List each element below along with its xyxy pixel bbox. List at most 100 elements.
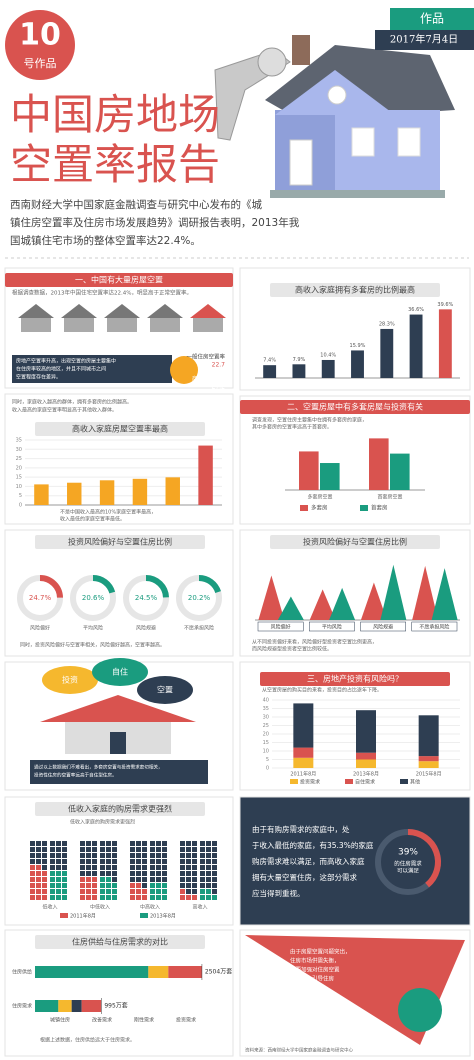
- legend-swatch: [345, 779, 353, 784]
- waffle-cell: [192, 853, 197, 858]
- text-line: 投资性住房的空置率远高于自住型住房。: [34, 772, 117, 779]
- value-label: 15.9%: [350, 343, 366, 349]
- waffle-cell: [112, 871, 117, 876]
- text-line: 可以满足: [397, 867, 420, 875]
- legend-swatch: [290, 779, 298, 784]
- section-title: 二、空置房屋中有多套房屋与投资有关: [287, 402, 423, 412]
- waffle-cell: [130, 841, 135, 846]
- text-line: 房地产空置率升高，出现空置的房屋主要集中: [16, 358, 116, 365]
- waffle-cell: [142, 847, 147, 852]
- bar: [99, 480, 115, 505]
- waffle-cell: [206, 877, 211, 882]
- waffle-cell: [180, 865, 185, 870]
- waffle-cell: [86, 853, 91, 858]
- waffle-cell: [80, 859, 85, 864]
- bubble-label: 自住: [112, 667, 128, 677]
- x-tick-label: 2011年8月: [290, 771, 316, 778]
- triangle-mark: [329, 587, 356, 620]
- legend-swatch: [400, 779, 408, 784]
- category-label: 不愿承担风险: [184, 625, 214, 632]
- waffle-cell: [212, 895, 217, 900]
- bar-segment: [168, 966, 202, 978]
- waffle-cell: [136, 877, 141, 882]
- waffle-cell: [206, 859, 211, 864]
- waffle-cell: [100, 889, 105, 894]
- waffle-cell: [106, 853, 111, 858]
- badge: [5, 10, 75, 80]
- section-banner: [35, 535, 205, 549]
- waffle-group: [100, 841, 117, 900]
- waffle-cell: [100, 877, 105, 882]
- x-tick-label: 多套房空置: [307, 494, 332, 501]
- bar-segment: [293, 747, 314, 758]
- waffle-cell: [180, 883, 185, 888]
- waffle-cell: [100, 895, 105, 900]
- section-title: 一、中国有大量房屋空置: [75, 275, 163, 285]
- waffle-cell: [136, 853, 141, 858]
- x-tick-label: 中高收入: [140, 904, 160, 911]
- waffle-cell: [150, 883, 155, 888]
- bar-segment: [418, 761, 439, 768]
- waffle-cell: [36, 841, 41, 846]
- waffle-cell: [200, 895, 205, 900]
- category-label: 风险规避: [136, 625, 156, 632]
- section-title: 三、房地产投资有风险吗？: [307, 674, 403, 684]
- x-tick-label: 2013年8月: [353, 771, 379, 778]
- waffle-cell: [150, 841, 155, 846]
- panel: [239, 529, 471, 657]
- waffle-cell: [86, 877, 91, 882]
- waffle-cell: [136, 841, 141, 846]
- text-line: 由于房屋空置问题突出，: [290, 948, 351, 956]
- value-label: 28.3%: [379, 321, 395, 327]
- waffle-cell: [36, 847, 41, 852]
- waffle-cell: [62, 865, 67, 870]
- text-line: 同时，投资风险偏好与空置率相关，风险偏好越高，空置率越高。: [20, 642, 165, 649]
- text-line: 在住房率较高的地区，并且不同城市之间: [16, 366, 106, 373]
- text-line: 于收入最低的家庭，有35.3%的家庭: [252, 840, 374, 850]
- waffle-cell: [106, 859, 111, 864]
- y-tick-label: 20: [263, 732, 269, 738]
- house-icon: [64, 318, 94, 332]
- waffle-cell: [162, 895, 167, 900]
- waffle-cell: [86, 859, 91, 864]
- y-tick-label: 35: [16, 438, 22, 444]
- waffle-cell: [86, 889, 91, 894]
- date: 2017年7月4日: [390, 33, 458, 46]
- waffle-cell: [192, 871, 197, 876]
- waffle-cell: [142, 877, 147, 882]
- waffle-cell: [212, 871, 217, 876]
- waffle-group: [180, 841, 197, 900]
- stat-value: 22.7: [212, 362, 226, 369]
- section-title: 住房供给与住房需求的对比: [72, 937, 168, 947]
- triangle-mark: [277, 596, 304, 620]
- badge-number: 10: [19, 18, 61, 53]
- text-line: 购房需求难以满足，而高收入家庭: [252, 856, 365, 866]
- waffle-cell: [50, 877, 55, 882]
- waffle-cell: [50, 847, 55, 852]
- waffle-cell: [192, 847, 197, 852]
- bar-segment: [418, 715, 439, 757]
- waffle-cell: [92, 889, 97, 894]
- waffle-cell: [86, 883, 91, 888]
- waffle-cell: [106, 895, 111, 900]
- waffle-cell: [136, 865, 141, 870]
- bar-segment: [81, 1000, 102, 1012]
- waffle-cell: [156, 895, 161, 900]
- text-line: 合理使用。: [290, 984, 318, 992]
- waffle-cell: [150, 895, 155, 900]
- info-box: [12, 355, 172, 383]
- waffle-cell: [180, 895, 185, 900]
- y-tick-label: 0: [19, 503, 22, 509]
- bar: [320, 463, 340, 490]
- waffle-cell: [186, 895, 191, 900]
- y-tick-label: 40: [263, 698, 269, 704]
- waffle-cell: [212, 889, 217, 894]
- bar: [67, 482, 82, 505]
- category-box: [411, 621, 458, 632]
- bar-segment: [148, 966, 169, 978]
- bubble: [92, 658, 148, 686]
- waffle-cell: [30, 853, 35, 858]
- section-title: 投资风险偏好与空置住房比例: [303, 537, 407, 547]
- waffle-cell: [62, 889, 67, 894]
- waffle-cell: [206, 865, 211, 870]
